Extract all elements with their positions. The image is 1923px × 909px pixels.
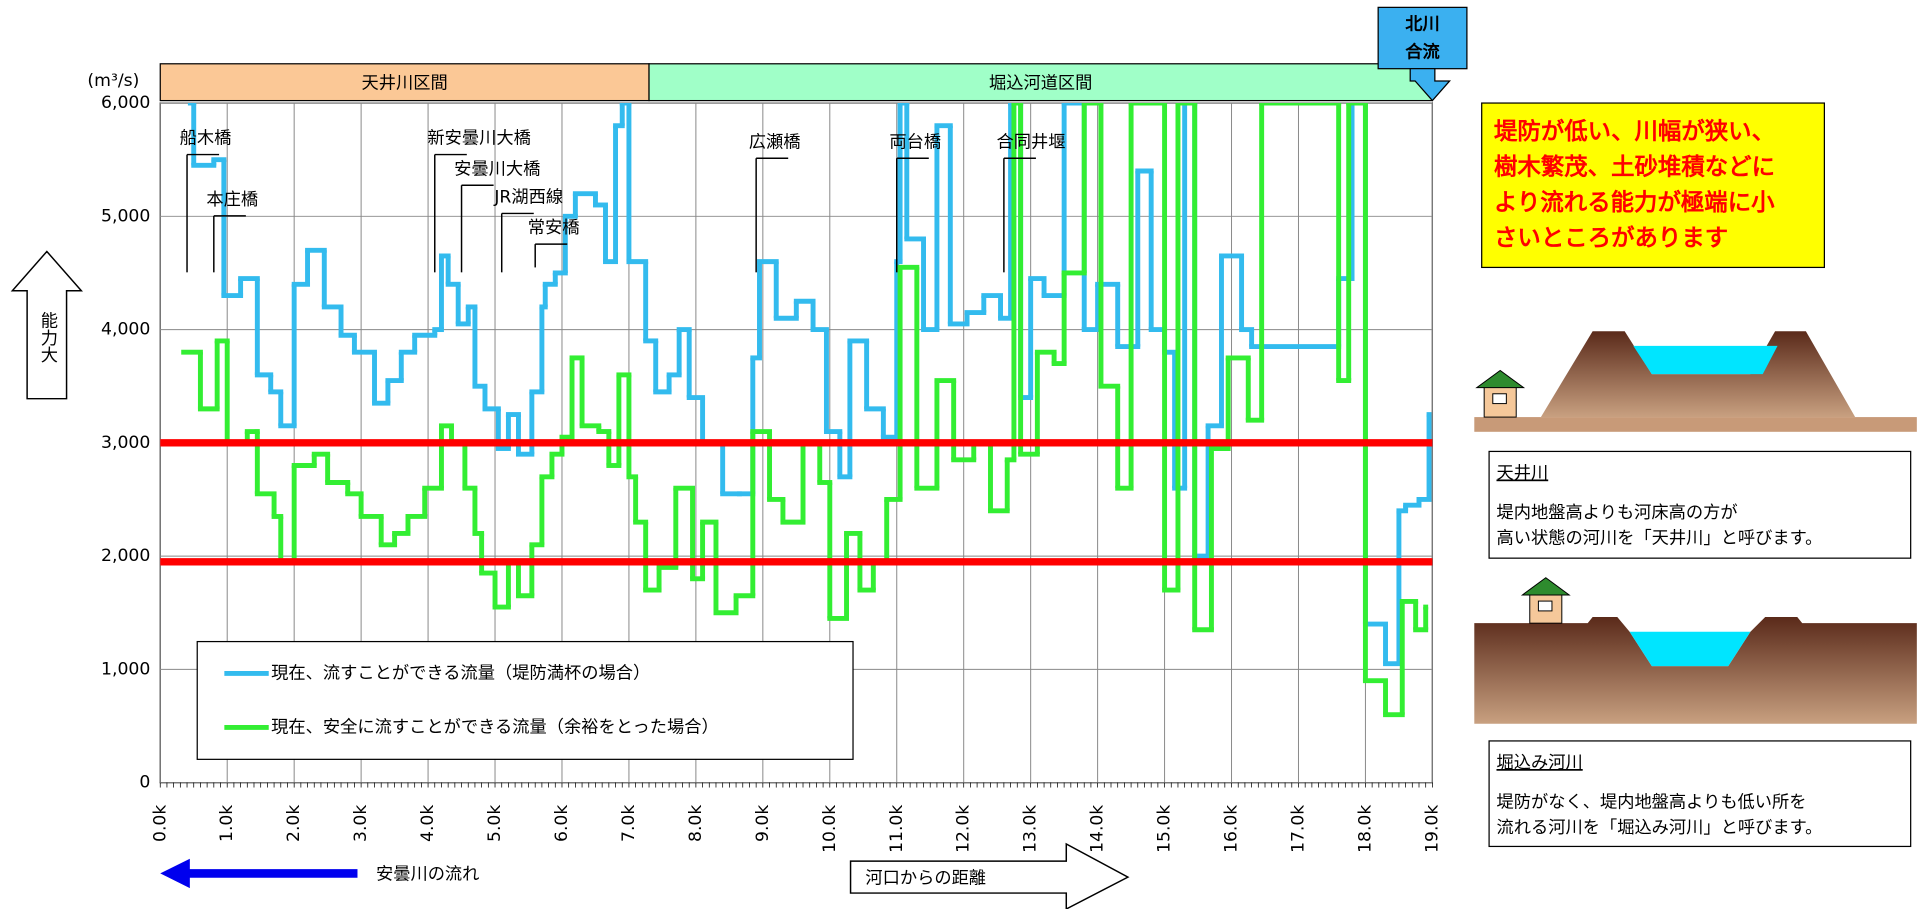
y-tick-label: 6,000	[101, 93, 150, 113]
y-tick-label: 0	[139, 773, 150, 793]
annotation-label: 安曇川大橋	[454, 159, 540, 179]
flow-arrow-head	[160, 859, 190, 888]
annotation-label: 広瀬橋	[749, 132, 801, 152]
x-tick-label: 15.0k	[1155, 805, 1175, 853]
annotation-label: 本庄橋	[206, 190, 258, 210]
side-panel: 堤防が低い、川幅が狭い、樹木繁茂、土砂堆積などにより流れる能力が極端に小さいとこ…	[1474, 103, 1917, 846]
annotation-label: 船木橋	[180, 129, 232, 149]
x-tick-label: 2.0k	[284, 805, 304, 842]
x-tick-label: 5.0k	[485, 805, 505, 842]
x-tick-label: 7.0k	[619, 805, 639, 842]
x-tick-label: 13.0k	[1021, 805, 1041, 853]
diagram-text: 堤防がなく、堤内地盤高よりも低い所を	[1496, 792, 1806, 812]
x-tick-label: 18.0k	[1355, 805, 1375, 853]
section-label: 天井川区間	[362, 73, 448, 93]
annotation-label: 常安橋	[528, 218, 580, 238]
annotation-label: JR湖西線	[493, 188, 563, 208]
legend-label: 現在、流すことができる流量（堤防満杯の場合）	[271, 663, 650, 683]
diagram-text: 流れる河川を「堀込み河川」と呼びます。	[1496, 818, 1822, 838]
plot-area: 天井川区間 堀込河道区間 0 1,000 2,000 3,000 4,000 5,000 6,0…	[12, 7, 1467, 909]
x-tick-label: 14.0k	[1088, 805, 1108, 853]
x-tick-label: 17.0k	[1288, 805, 1308, 853]
x-tick-label: 0.0k	[150, 805, 170, 842]
y-tick-label: 5,000	[101, 206, 150, 226]
legend-label: 現在、安全に流すことができる流量（余裕をとった場合）	[271, 717, 719, 737]
legend: 現在、流すことができる流量（堤防満杯の場合） 現在、安全に流すことができる流量（余…	[197, 642, 853, 760]
x-tick-label: 1.0k	[217, 805, 237, 842]
notice-line: 堤防が低い、川幅が狭い、	[1494, 117, 1775, 145]
x-tick-label: 16.0k	[1222, 805, 1242, 853]
flow-label: 安曇川の流れ	[376, 865, 479, 885]
x-tick-label: 4.0k	[418, 805, 438, 842]
x-tick-label: 6.0k	[552, 805, 572, 842]
confluence-label: 合流	[1405, 42, 1439, 63]
diagram-horikomi	[1474, 578, 1917, 724]
annotation-label: 合同井堰	[996, 132, 1065, 152]
x-tick-label: 11.0k	[887, 805, 907, 853]
y-tick-label: 1,000	[101, 659, 150, 679]
y-tick-label: 4,000	[101, 320, 150, 340]
x-tick-label: 19.0k	[1422, 805, 1442, 853]
x-tick-label: 8.0k	[686, 805, 706, 842]
notice-line: より流れる能力が極端に小	[1494, 188, 1775, 216]
y-axis-label: 能力大	[37, 312, 58, 364]
diagram-title: 堀込み河川	[1496, 753, 1582, 773]
annotation-label: 両台橋	[889, 132, 941, 152]
page: 天井川区間 堀込河道区間 0 1,000 2,000 3,000 4,000 5,000 6,0…	[0, 0, 1923, 909]
diagram-text: 高い状態の河川を「天井川」と呼びます。	[1496, 529, 1822, 549]
annotation-label: 新安曇川大橋	[427, 129, 530, 149]
diagram-text: 堤内地盤高よりも河床高の方が	[1496, 503, 1737, 523]
x-tick-label: 12.0k	[954, 805, 974, 853]
x-tick-label: 9.0k	[753, 805, 773, 842]
x-tick-label: 10.0k	[820, 805, 840, 853]
notice-line: さいところがあります	[1494, 224, 1728, 252]
diagram-tenjo	[1474, 331, 1917, 432]
section-label: 堀込河道区間	[989, 73, 1092, 93]
y-tick-label: 2,000	[101, 546, 150, 566]
notice-line: 樹木繁茂、土砂堆積などに	[1494, 153, 1775, 181]
diagram-title: 天井川	[1496, 464, 1548, 484]
confluence-label: 北川	[1405, 15, 1439, 35]
x-tick-label: 3.0k	[351, 805, 371, 842]
y-unit-label: (m³/s)	[87, 71, 139, 91]
y-tick-label: 3,000	[101, 433, 150, 453]
legend-box	[197, 642, 853, 760]
x-axis-label: 河口からの距離	[865, 868, 986, 888]
